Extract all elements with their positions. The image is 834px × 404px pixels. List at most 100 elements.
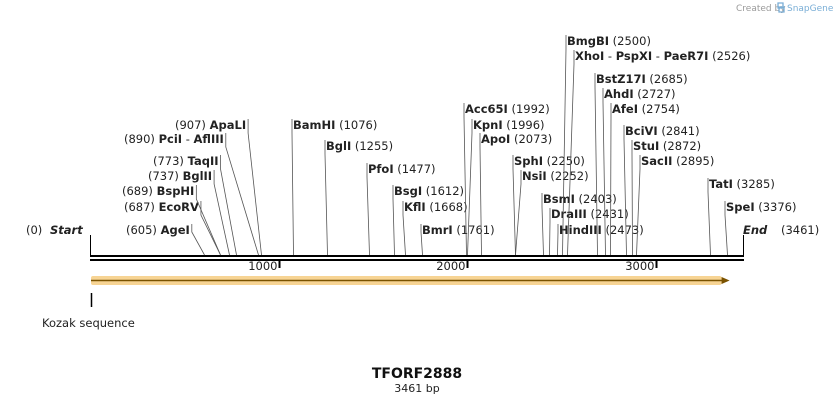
site-ahdi[interactable]: AhdI (2727) (602, 87, 676, 256)
site-label-13[interactable]: Acc65I (1992) (465, 102, 550, 116)
site-label-26[interactable]: BciVI (2841) (625, 124, 700, 138)
site-label-4[interactable]: (773) TaqII (153, 154, 219, 168)
site-label-7[interactable]: BamHI (1076) (293, 118, 377, 132)
site-connector (324, 140, 328, 256)
end-position: (3461) (781, 223, 819, 237)
site-label-20[interactable]: HindIII (2473) (559, 223, 644, 237)
site-connector (594, 73, 598, 256)
site-label-5[interactable]: (890) PciI - AflIII (124, 132, 224, 146)
site-label-27[interactable]: StuI (2872) (633, 139, 701, 153)
site-xhoi-pspxi-paer7i[interactable]: XhoI - PspXI - PaeR7I (2526) (567, 49, 751, 256)
site-label-8[interactable]: BglI (1255) (326, 139, 393, 153)
site-connector (631, 140, 633, 256)
site-connector (549, 208, 551, 256)
site-hindiii[interactable]: HindIII (2473) (557, 223, 644, 256)
site-bglii[interactable]: (737) BglII (148, 169, 230, 256)
site-bsphi[interactable]: (689) BspHI (122, 184, 221, 256)
site-label-6[interactable]: (907) ApaLI (175, 118, 246, 132)
site-label-16[interactable]: SphI (2250) (514, 154, 585, 168)
site-connector (220, 155, 237, 256)
site-bmgbi[interactable]: BmgBI (2500) (562, 34, 651, 256)
site-connector (402, 201, 406, 256)
site-connector (225, 133, 259, 256)
site-taqii[interactable]: (773) TaqII (153, 154, 237, 256)
site-spei[interactable]: SpeI (3376) (724, 200, 797, 256)
feature-track: Kozak sequence (42, 276, 730, 330)
site-connector (191, 224, 205, 256)
site-sacii[interactable]: SacII (2895) (636, 154, 715, 256)
site-tati[interactable]: TatI (3285) (707, 177, 775, 256)
backbone (90, 255, 744, 261)
site-label-9[interactable]: PfoI (1477) (368, 162, 436, 176)
snapgene-credit: Created by SnapGene (736, 2, 834, 14)
plasmid-name: TFORF2888 (372, 366, 462, 382)
site-afei[interactable]: AfeI (2754) (610, 102, 680, 256)
site-label-3[interactable]: (737) BglII (148, 169, 212, 183)
site-connector (515, 170, 522, 256)
feature-label-kozak[interactable]: Kozak sequence (42, 316, 135, 330)
site-connector (247, 119, 262, 256)
site-label-15[interactable]: ApoI (2073) (481, 132, 552, 146)
site-connector (291, 119, 294, 256)
site-bgli[interactable]: BglI (1255) (324, 139, 393, 256)
snapgene-logo-icon (777, 2, 785, 13)
site-bamhi[interactable]: BamHI (1076) (291, 118, 377, 256)
site-apoi[interactable]: ApoI (2073) (479, 132, 552, 256)
site-label-11[interactable]: KflI (1668) (404, 200, 468, 214)
site-kpni[interactable]: KpnI (1996) (467, 118, 545, 256)
site-label-19[interactable]: DraIII (2431) (551, 207, 629, 221)
site-bcivi[interactable]: BciVI (2841) (623, 124, 700, 256)
site-pfoi[interactable]: PfoI (1477) (366, 162, 436, 256)
site-connector (636, 155, 641, 256)
site-connector (420, 224, 423, 256)
site-bstz17i[interactable]: BstZ17I (2685) (594, 72, 688, 256)
site-label-30[interactable]: SpeI (3376) (726, 200, 797, 214)
site-label-14[interactable]: KpnI (1996) (473, 118, 545, 132)
site-connector (195, 185, 221, 256)
site-acc65i[interactable]: Acc65I (1992) (463, 102, 550, 256)
restriction-sites: (605) AgeI (687) EcoRV (689) BspHI(737) Bg… (122, 34, 797, 256)
credit-prefix: Created by (736, 4, 786, 14)
site-apali[interactable]: (907) ApaLI (175, 118, 262, 256)
site-label-22[interactable]: XhoI - PspXI - PaeR7I (2526) (575, 49, 750, 63)
site-bmri[interactable]: BmrI (1761) (420, 223, 495, 256)
site-label-25[interactable]: AfeI (2754) (612, 102, 680, 116)
site-connector (467, 119, 473, 256)
ruler: 1000 2000 3000 (248, 259, 658, 273)
plasmid-length: 3461 bp (394, 382, 439, 395)
site-label-18[interactable]: BsmI (2403) (543, 192, 617, 206)
start-marker: (0) Start (26, 223, 91, 256)
ruler-tick-label: 2000 (436, 259, 465, 273)
site-connector (213, 170, 230, 256)
arrow-right-icon (721, 277, 730, 284)
site-label-28[interactable]: SacII (2895) (641, 154, 714, 168)
site-bsmi[interactable]: BsmI (2403) (541, 192, 617, 256)
site-connector (567, 50, 575, 256)
site-label-21[interactable]: BmgBI (2500) (567, 34, 651, 48)
site-agei[interactable]: (605) AgeI (126, 223, 205, 256)
site-connector (392, 185, 395, 256)
site-nsii[interactable]: NsiI (2252) (515, 169, 589, 256)
site-label-10[interactable]: BsgI (1612) (394, 184, 464, 198)
credit-brand: SnapGene (787, 4, 834, 14)
site-connector (707, 178, 711, 256)
site-connector (463, 103, 467, 256)
site-kfli[interactable]: KflI (1668) (402, 200, 468, 256)
site-connector (200, 201, 221, 256)
site-pcii-afliii[interactable]: (890) PciI - AflIII (124, 132, 259, 256)
site-connector (479, 133, 482, 256)
site-ecorv[interactable]: (687) EcoRV (124, 200, 221, 256)
site-connector (724, 201, 728, 256)
site-label-17[interactable]: NsiI (2252) (522, 169, 589, 183)
site-label-23[interactable]: BstZ17I (2685) (596, 72, 688, 86)
site-label-1[interactable]: (687) EcoRV (124, 200, 199, 214)
site-label-2[interactable]: (689) BspHI (122, 184, 194, 198)
site-stui[interactable]: StuI (2872) (631, 139, 701, 256)
site-label-0[interactable]: (605) AgeI (126, 223, 190, 237)
site-label-12[interactable]: BmrI (1761) (422, 223, 495, 237)
site-bsgi[interactable]: BsgI (1612) (392, 184, 464, 256)
site-label-29[interactable]: TatI (3285) (709, 177, 775, 191)
site-label-24[interactable]: AhdI (2727) (604, 87, 676, 101)
end-marker: End (3461) (743, 223, 819, 256)
site-connector (562, 35, 567, 256)
